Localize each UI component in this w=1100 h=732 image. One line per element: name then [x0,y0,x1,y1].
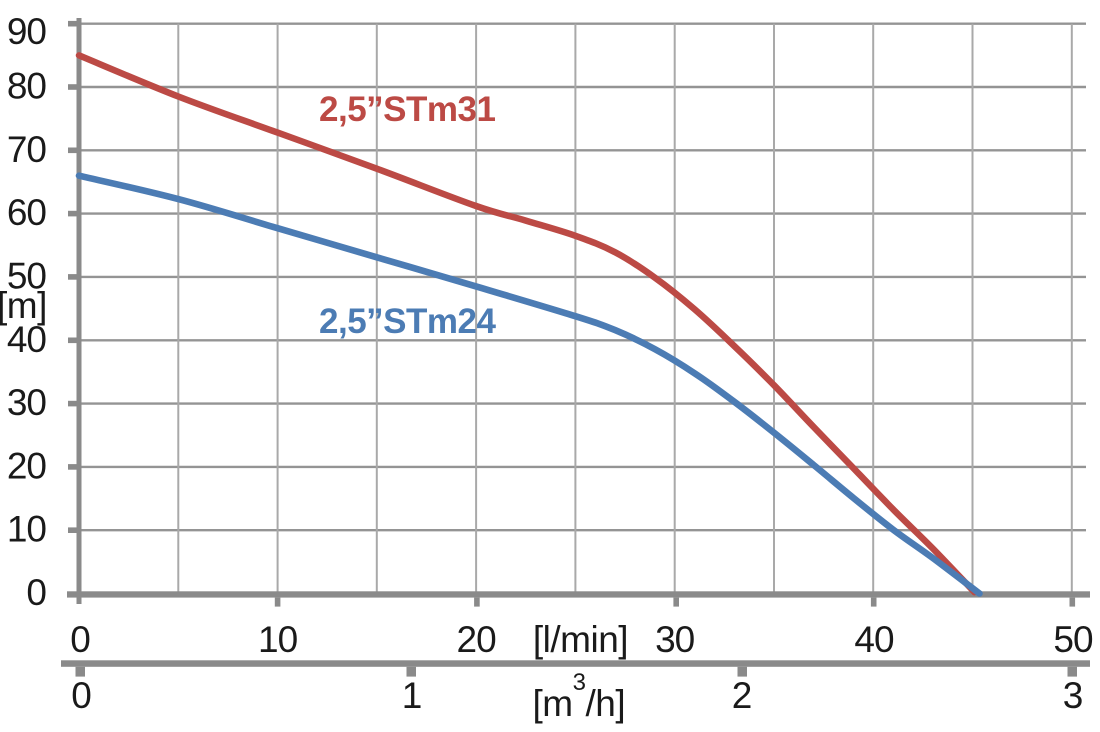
svg-text:50: 50 [1053,619,1093,660]
svg-text:2,5”STm31: 2,5”STm31 [319,90,495,129]
svg-text:40: 40 [854,619,894,660]
svg-text:3: 3 [1063,675,1083,716]
svg-text:0: 0 [26,572,46,613]
svg-text:0: 0 [71,675,91,716]
svg-text:80: 80 [7,66,47,107]
svg-text:60: 60 [7,192,47,233]
svg-text:30: 30 [7,382,47,423]
svg-text:1: 1 [402,675,422,716]
svg-text:[m]: [m] [0,285,47,326]
svg-text:2: 2 [732,675,752,716]
svg-text:40: 40 [7,319,47,360]
svg-text:[m3/h]: [m3/h] [533,669,626,724]
svg-text:30: 30 [655,619,695,660]
svg-text:2,5”STm24: 2,5”STm24 [319,302,496,341]
svg-text:0: 0 [70,619,90,660]
svg-text:70: 70 [7,129,47,170]
svg-text:10: 10 [7,509,47,550]
svg-text:20: 20 [457,619,497,660]
svg-text:10: 10 [258,619,298,660]
svg-text:50: 50 [7,255,47,296]
svg-text:90: 90 [7,11,47,52]
svg-text:20: 20 [7,445,47,486]
svg-text:[l/min]: [l/min] [533,619,628,660]
